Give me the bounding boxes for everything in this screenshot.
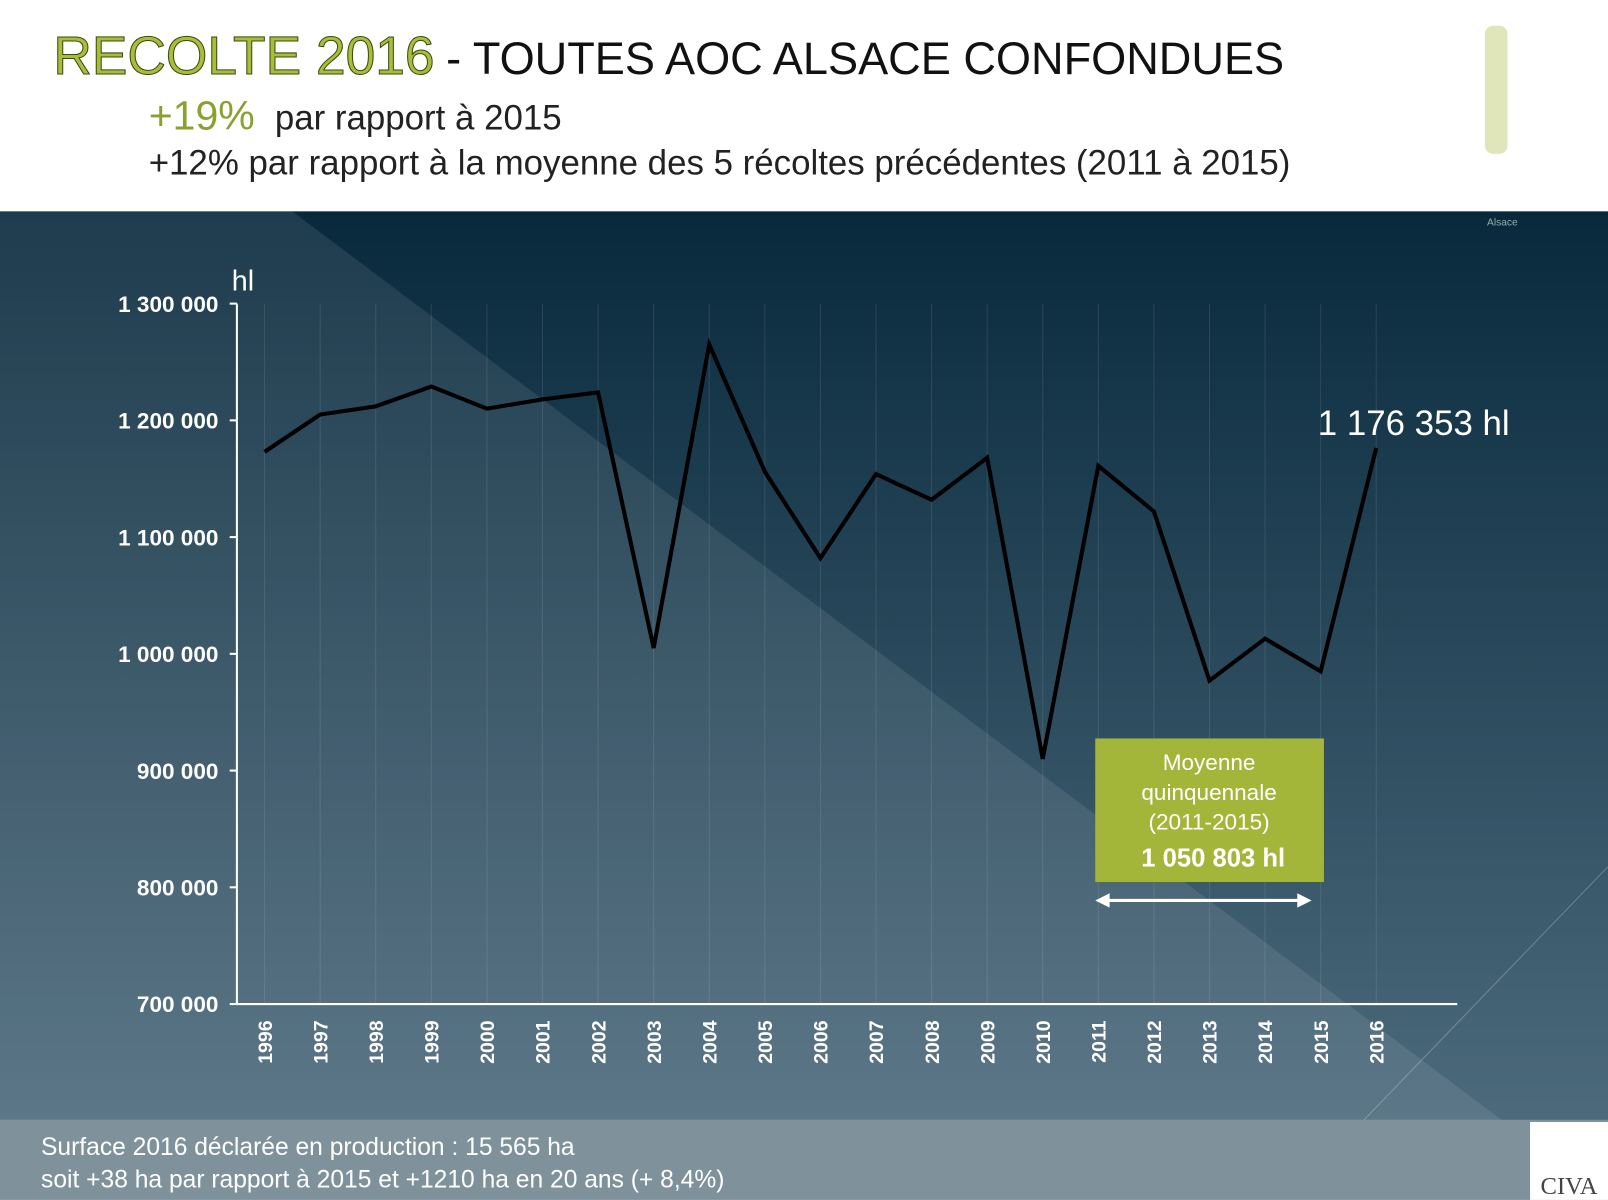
x-tick-label: 1997 [310,1020,332,1063]
x-tick-label: 2010 [1033,1020,1055,1063]
x-tick-label: 2006 [811,1020,833,1063]
x-tick-label: 2015 [1311,1020,1333,1063]
x-tick-label: 2012 [1144,1020,1166,1063]
x-tick-label: 2002 [588,1020,610,1063]
x-tick-label: 2013 [1200,1020,1222,1063]
x-tick-label: 1996 [255,1020,277,1063]
subtitle-2: +12% par rapport à la moyenne des 5 réco… [149,143,1291,182]
y-unit: hl [232,265,254,297]
logo-region: Alsace [1487,218,1518,229]
x-tick-label: 2011 [1089,1020,1111,1062]
highlight: +19% [149,92,255,138]
chart: 700 000 800 000 900 000 1 000 000 1 100 000 1… [118,292,1510,1064]
y-tick-label: 700 000 [137,992,219,1017]
average-box-text: quinquennale [1141,780,1276,805]
deco-line [1363,866,1608,1121]
title-rest: - TOUTES AOC ALSACE CONFONDUES [446,33,1284,84]
chart-bg [0,211,1608,1120]
last-value-label: 1 176 353 hl [1318,404,1510,443]
subtitle-1: par rapport à 2015 [275,98,562,137]
x-tick-label: 2016 [1366,1020,1388,1063]
footer-bg [0,1119,1608,1200]
x-tick-label: 2005 [755,1020,777,1063]
x-tick-label: 2008 [922,1020,944,1063]
logo-text: CIVA [1541,1173,1598,1200]
average-box-text: (2011-2015) [1148,810,1269,835]
y-tick-label: 900 000 [137,759,219,784]
average-box [1095,738,1324,883]
y-tick-label: 1 100 000 [118,525,218,550]
y-tick-label: 1 300 000 [118,292,218,317]
x-tick-label: 2001 [533,1020,555,1063]
line-series [263,337,1379,760]
diagonal-shade [0,211,1608,1200]
average-value: 1 050 803 hl [1141,845,1285,873]
header-bg [0,0,1608,212]
arrow-head [1095,893,1110,908]
x-tick-label: 2003 [644,1020,666,1063]
y-tick-label: 800 000 [137,876,219,901]
x-tick-label: 2000 [477,1020,499,1063]
y-tick-label: 1 000 000 [118,642,218,667]
x-tick-label: 2007 [866,1020,888,1063]
logo-box [1530,1121,1608,1200]
average-box-text: Moyenne [1163,750,1256,775]
x-tick-label: 2004 [699,1020,721,1063]
x-tick-label: 2009 [977,1020,999,1063]
title-main: RECOLTE 2016 [53,27,434,86]
x-tick-label: 2014 [1255,1020,1277,1063]
footer-line: Surface 2016 déclarée en production : 15… [41,1134,575,1161]
y-tick-label: 1 200 000 [118,409,218,434]
x-tick-label: 1999 [422,1020,444,1063]
footer-line: soit +38 ha par rapport à 2015 et +1210 … [41,1167,724,1194]
arrow-head [1297,893,1312,908]
x-tick-label: 1998 [366,1020,388,1063]
bottle-icon [1484,25,1508,154]
